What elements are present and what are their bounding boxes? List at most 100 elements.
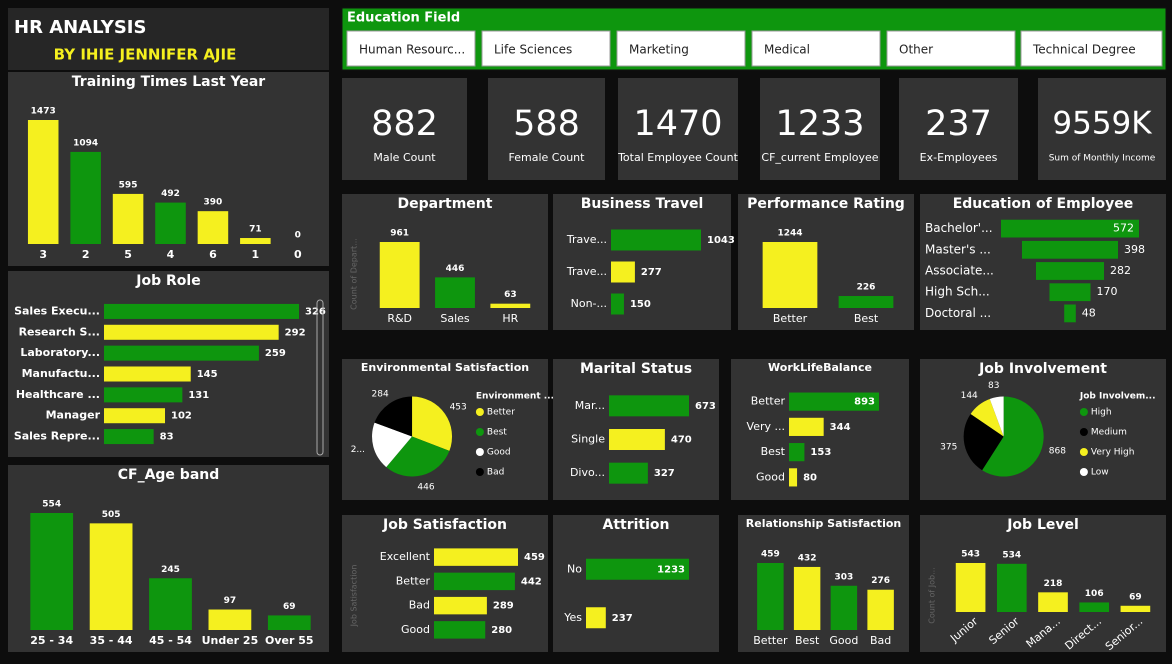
card-value: 588 — [513, 104, 580, 144]
y-tick-label: Bachelor'... — [925, 221, 993, 235]
value-label: 543 — [961, 550, 980, 560]
bar — [757, 563, 784, 630]
card-label: Male Count — [373, 151, 436, 164]
pie-slice — [372, 422, 413, 468]
value-label: 80 — [803, 472, 817, 483]
legend-label: Good — [487, 448, 511, 458]
value-label: 144 — [961, 391, 978, 401]
value-label: 446 — [446, 264, 465, 274]
chart-panel — [8, 271, 329, 457]
bar — [762, 242, 818, 308]
chart-title: Job Role — [135, 273, 200, 289]
bar — [434, 621, 486, 639]
value-label: 48 — [1082, 306, 1096, 319]
bar — [1021, 240, 1119, 259]
slicer-option[interactable] — [1020, 30, 1163, 67]
value-label: 534 — [1002, 550, 1021, 560]
slicer-option[interactable] — [346, 30, 476, 67]
bar — [434, 548, 518, 566]
y-tick-label: Bad — [409, 599, 430, 612]
bar — [1001, 219, 1139, 238]
value-label: 69 — [1129, 592, 1142, 602]
bar — [609, 395, 689, 417]
pie-slice — [963, 413, 1004, 471]
y-tick-label: Trave... — [566, 265, 607, 278]
bar — [104, 303, 299, 319]
slicer-option-label: Life Sciences — [494, 43, 572, 57]
bar — [155, 202, 186, 244]
scrollbar[interactable] — [316, 299, 324, 456]
value-label: 868 — [1049, 447, 1066, 457]
bar — [1038, 592, 1068, 612]
value-label: 280 — [491, 625, 512, 636]
bar — [1049, 283, 1091, 302]
bar — [867, 589, 894, 630]
slicer-option[interactable] — [751, 30, 881, 67]
slicer-option-label: Marketing — [629, 43, 689, 57]
value-label: 277 — [641, 267, 662, 278]
x-tick-label: Best — [795, 634, 820, 647]
value-label: 398 — [1124, 243, 1145, 256]
chart-panel — [553, 194, 731, 330]
card — [488, 78, 605, 180]
x-tick-label: Bad — [870, 634, 891, 647]
y-axis-label: Job Satisfaction — [350, 565, 359, 628]
chart-title: Business Travel — [581, 196, 704, 212]
value-label: 170 — [1097, 285, 1118, 298]
x-tick-label: 4 — [167, 248, 175, 261]
value-label: 226 — [857, 283, 876, 293]
bar — [611, 293, 624, 315]
value-label: 470 — [671, 435, 692, 446]
value-label: 69 — [283, 602, 296, 612]
x-tick-label: Best — [854, 312, 879, 325]
value-label: 893 — [854, 397, 875, 408]
value-label: 1473 — [31, 107, 56, 117]
x-tick-label: Good — [829, 634, 858, 647]
value-label: 245 — [161, 565, 180, 575]
slicer-option[interactable] — [481, 30, 611, 67]
bar — [89, 523, 133, 630]
chart-title: Performance Rating — [747, 196, 905, 212]
value-label: 2... — [351, 445, 365, 455]
card — [342, 78, 467, 180]
value-label: 327 — [654, 468, 675, 479]
slicer-option[interactable] — [616, 30, 746, 67]
chart-title: Training Times Last Year — [72, 74, 265, 90]
x-tick-label: 35 - 44 — [90, 634, 133, 647]
bar — [1120, 605, 1151, 612]
value-label: 284 — [372, 389, 389, 399]
legend-title: Job Involvem... — [1079, 392, 1156, 402]
value-label: 276 — [871, 576, 890, 586]
x-tick-label: 45 - 54 — [149, 634, 192, 647]
y-tick-label: Yes — [563, 611, 582, 624]
bar — [838, 296, 894, 308]
value-label: 505 — [102, 510, 121, 520]
y-axis-label: Count of Depart... — [350, 238, 359, 310]
y-tick-label: Mar... — [575, 399, 605, 412]
bar — [240, 238, 271, 244]
value-label: 554 — [42, 500, 61, 510]
x-tick-label: Sales — [440, 312, 470, 325]
value-label: 326 — [305, 306, 326, 317]
x-tick-label: Better — [773, 312, 808, 325]
y-tick-label: Doctoral ... — [925, 306, 991, 320]
value-label: 1244 — [777, 229, 802, 239]
bar — [611, 261, 635, 283]
legend-label: Low — [1091, 468, 1109, 478]
value-label: 106 — [1085, 589, 1104, 599]
card-label: Total Employee Count — [617, 151, 739, 164]
bar — [996, 563, 1027, 612]
bar — [1079, 602, 1110, 612]
y-axis-label: Count of Job... — [928, 567, 937, 624]
bar — [789, 392, 879, 411]
card-label: Sum of Monthly Income — [1049, 154, 1156, 164]
bar — [955, 563, 986, 612]
slicer-option[interactable] — [886, 30, 1016, 67]
legend-label: Medium — [1091, 428, 1127, 438]
card — [1038, 78, 1166, 180]
value-label: 572 — [1113, 222, 1134, 235]
y-tick-label: Better — [396, 574, 431, 587]
pie-slice — [989, 396, 1004, 437]
value-label: 344 — [830, 422, 851, 433]
chart-title: Department — [398, 196, 493, 212]
